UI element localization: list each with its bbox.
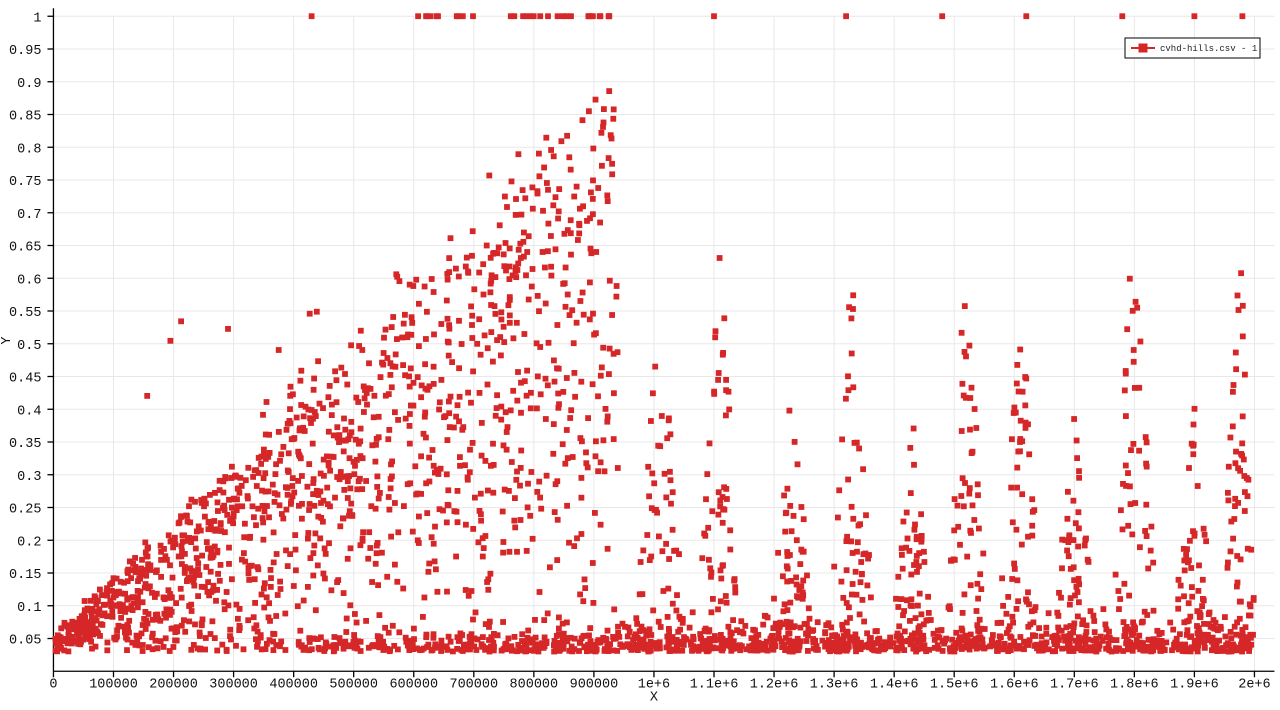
svg-text:1.8e+6: 1.8e+6 xyxy=(1110,677,1159,692)
svg-text:1.1e+6: 1.1e+6 xyxy=(690,677,739,692)
svg-text:1.9e+6: 1.9e+6 xyxy=(1170,677,1219,692)
svg-text:0.2: 0.2 xyxy=(17,535,41,550)
svg-text:1.4e+6: 1.4e+6 xyxy=(870,677,919,692)
svg-text:400000: 400000 xyxy=(269,677,318,692)
svg-text:500000: 500000 xyxy=(329,677,378,692)
svg-text:0.75: 0.75 xyxy=(9,175,41,190)
svg-text:0.3: 0.3 xyxy=(17,470,41,485)
svg-text:0.6: 0.6 xyxy=(17,273,41,288)
svg-text:0.05: 0.05 xyxy=(9,634,41,649)
svg-text:600000: 600000 xyxy=(389,677,438,692)
svg-text:0.25: 0.25 xyxy=(9,503,41,518)
svg-text:0.4: 0.4 xyxy=(17,404,41,419)
svg-text:0: 0 xyxy=(49,677,57,692)
svg-text:0.65: 0.65 xyxy=(9,241,41,256)
svg-text:0.85: 0.85 xyxy=(9,110,41,125)
svg-text:1.5e+6: 1.5e+6 xyxy=(930,677,979,692)
svg-text:Y: Y xyxy=(0,336,15,344)
svg-text:0.7: 0.7 xyxy=(17,208,41,223)
svg-text:1.3e+6: 1.3e+6 xyxy=(810,677,859,692)
svg-text:1: 1 xyxy=(33,11,41,26)
svg-text:cvhd-hills.csv - 1: cvhd-hills.csv - 1 xyxy=(1160,44,1257,54)
svg-text:0.95: 0.95 xyxy=(9,44,41,59)
svg-text:1.2e+6: 1.2e+6 xyxy=(750,677,799,692)
svg-text:700000: 700000 xyxy=(449,677,498,692)
svg-text:0.35: 0.35 xyxy=(9,437,41,452)
svg-text:0.9: 0.9 xyxy=(17,77,41,92)
svg-text:0.5: 0.5 xyxy=(17,339,41,354)
svg-text:1.6e+6: 1.6e+6 xyxy=(990,677,1039,692)
svg-text:X: X xyxy=(650,690,658,705)
svg-text:200000: 200000 xyxy=(149,677,198,692)
svg-text:300000: 300000 xyxy=(209,677,258,692)
svg-text:1.7e+6: 1.7e+6 xyxy=(1050,677,1099,692)
svg-text:0.55: 0.55 xyxy=(9,306,41,321)
svg-text:900000: 900000 xyxy=(570,677,619,692)
svg-text:0.1: 0.1 xyxy=(17,601,41,616)
svg-text:0.8: 0.8 xyxy=(17,142,41,157)
svg-text:2e+6: 2e+6 xyxy=(1238,677,1270,692)
svg-text:800000: 800000 xyxy=(510,677,559,692)
svg-text:0.45: 0.45 xyxy=(9,372,41,387)
svg-text:0.15: 0.15 xyxy=(9,568,41,583)
svg-text:100000: 100000 xyxy=(89,677,138,692)
